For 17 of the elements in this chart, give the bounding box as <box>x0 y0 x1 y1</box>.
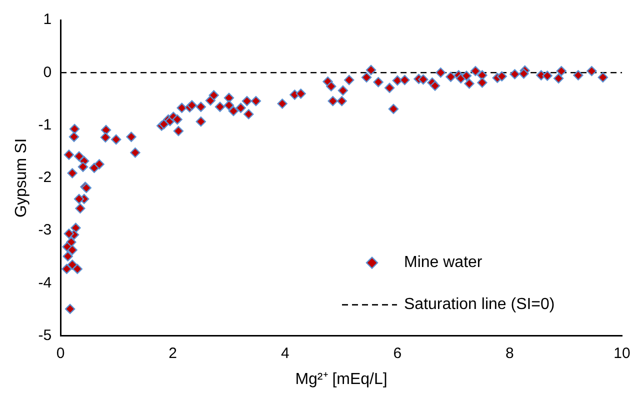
y-axis-title: Gypsum SI <box>13 138 30 218</box>
x-tick-label: 4 <box>280 344 290 362</box>
x-tick-label: 6 <box>393 344 402 362</box>
x-tick-label: 10 <box>614 344 630 362</box>
y-tick-label: -1 <box>38 116 52 134</box>
y-tick-label: -4 <box>38 274 52 292</box>
x-axis-title: Mg²⁺ [mEq/L] <box>295 370 388 388</box>
y-tick-label: -3 <box>38 222 52 239</box>
y-tick-label: 1 <box>43 11 52 28</box>
legend-label: Mine water <box>404 254 483 272</box>
y-tick-label: 0 <box>43 64 52 81</box>
y-tick-label: -5 <box>38 326 52 344</box>
legend-label: Saturation line (SI=0) <box>404 296 555 314</box>
y-tick-label: -2 <box>38 169 52 186</box>
x-tick-label: 0 <box>56 344 65 362</box>
x-tick-label: 8 <box>506 344 514 362</box>
x-tick-label: 2 <box>168 344 177 362</box>
